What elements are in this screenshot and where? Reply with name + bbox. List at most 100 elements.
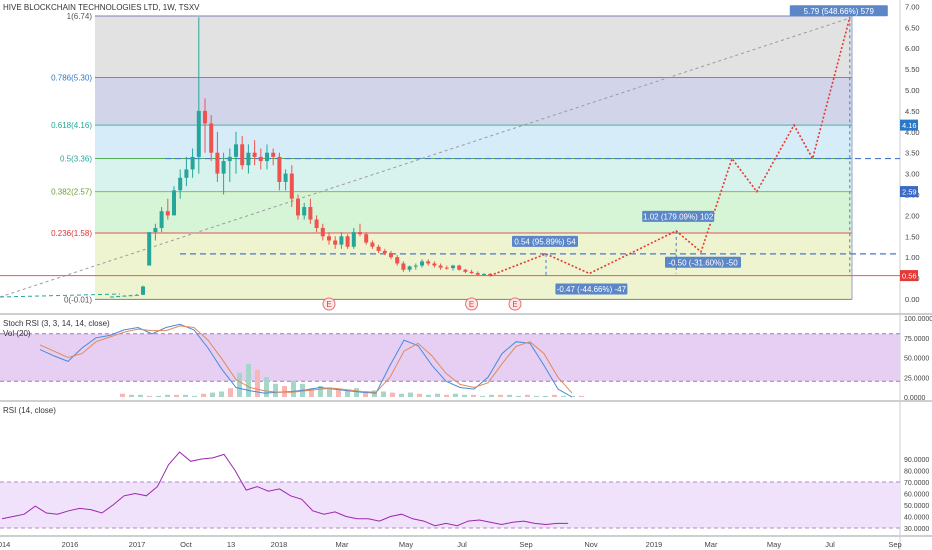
volume-bar — [237, 372, 242, 397]
candle-body — [116, 296, 121, 298]
volume-bar — [399, 393, 404, 397]
candle-body — [128, 295, 133, 297]
price-axis-tick: 4.00 — [905, 128, 920, 137]
candle-body — [308, 207, 313, 220]
time-axis-tick: Sep — [888, 540, 901, 549]
price-axis-tick: 4.50 — [905, 107, 920, 116]
earnings-marker — [322, 297, 336, 311]
volume-bar — [183, 394, 188, 397]
fib-level-label: 0.236(1.58) — [51, 229, 92, 238]
candle-body — [196, 110, 201, 157]
candle-body — [339, 236, 344, 245]
time-axis-tick: 2018 — [271, 540, 288, 549]
volume-bar — [210, 392, 215, 397]
volume-bar — [507, 394, 512, 397]
rsi-axis-tick: 80.0000 — [904, 469, 929, 476]
candle-body — [258, 156, 263, 162]
candle-body — [320, 227, 325, 237]
candle-body — [141, 286, 145, 295]
volume-bar — [264, 377, 269, 397]
candle-body — [463, 269, 468, 272]
candle-body — [358, 232, 362, 235]
fib-level-label: 0.5(3.36) — [60, 155, 92, 164]
time-axis-tick: 13 — [227, 540, 235, 549]
candle-body — [240, 144, 245, 166]
volume-bar — [255, 369, 260, 397]
volume-bar — [471, 394, 476, 397]
price-axis-tick: 7.00 — [905, 2, 920, 11]
volume-bar — [489, 394, 494, 397]
volume-bar — [417, 393, 422, 397]
price-axis-tick: 1.00 — [905, 253, 920, 262]
rsi-axis-tick: 60.0000 — [904, 492, 929, 499]
candle-body — [153, 227, 158, 233]
candle-body — [351, 232, 356, 247]
volume-bar — [129, 394, 134, 397]
stoch-axis-tick: 25.0000 — [904, 375, 929, 382]
rsi-axis-tick: 40.0000 — [904, 515, 929, 522]
volume-bar — [174, 394, 179, 397]
volume-bar — [156, 395, 161, 397]
volume-bar — [192, 395, 197, 397]
price-axis-tick: 1.50 — [905, 232, 920, 241]
measure-label-box — [665, 256, 741, 268]
measure-label-box — [512, 235, 578, 247]
candle-body — [401, 263, 406, 270]
candle-body — [475, 273, 480, 275]
time-axis-tick: May — [767, 540, 781, 549]
rsi-title: RSI (14, close) — [3, 406, 56, 415]
candle-body — [407, 266, 412, 270]
time-axis-tick: Nov — [584, 540, 598, 549]
volume-bar — [480, 395, 485, 397]
price-axis-badge-text: 0.56 — [902, 272, 917, 281]
measure-label-text: 1.02 (179.09%) 102 — [643, 212, 714, 221]
volume-bar — [318, 386, 323, 397]
candle-body — [110, 296, 114, 298]
volume-bar — [291, 380, 296, 397]
candle-body — [314, 219, 319, 228]
price-axis-tick: 3.50 — [905, 149, 920, 158]
fib-band-4 — [95, 158, 852, 192]
volume-bar — [570, 395, 575, 397]
candle-body — [457, 265, 462, 270]
candle-body — [333, 240, 338, 245]
time-axis-tick: Jul — [825, 540, 835, 549]
price-axis-tick: 0.00 — [905, 295, 920, 304]
volume-bar — [498, 394, 503, 397]
time-axis-tick: 2019 — [646, 540, 663, 549]
volume-bar — [525, 394, 530, 397]
time-axis-tick: 2017 — [129, 540, 146, 549]
volume-bar — [579, 395, 584, 397]
volume-bar — [561, 395, 566, 397]
candle-body — [382, 250, 387, 254]
volume-bar — [453, 393, 458, 397]
price-axis-tick: 5.00 — [905, 86, 920, 95]
stoch-axis-tick: 100.0000 — [904, 316, 932, 323]
candle-body — [252, 152, 257, 157]
time-axis-tick: Oct — [180, 540, 193, 549]
candle-body — [432, 263, 437, 266]
candle-body — [227, 156, 232, 162]
candle-body — [376, 246, 381, 251]
projection-path — [489, 17, 851, 277]
rsi-band — [0, 482, 900, 528]
volume-bar — [426, 394, 431, 397]
candle-body — [203, 110, 207, 124]
time-axis-tick: Jul — [457, 540, 467, 549]
volume-bar — [372, 390, 377, 397]
volume-bar — [354, 388, 359, 397]
candle-body — [364, 234, 369, 243]
candle-body — [172, 190, 176, 216]
fib-level-label: 0.382(2.57) — [51, 188, 92, 197]
stoch-line-D — [39, 325, 573, 394]
stoch-title: Stoch RSI (3, 3, 14, 14, close) — [3, 319, 110, 328]
volume-bar — [390, 392, 395, 397]
candle-body — [134, 294, 139, 296]
price-axis-tick: 5.50 — [905, 65, 920, 74]
stoch-band — [0, 333, 900, 382]
time-axis-tick: 2016 — [62, 540, 79, 549]
price-axis-badge — [900, 119, 918, 131]
measure-label-box — [642, 210, 715, 222]
chart-title: HIVE BLOCKCHAIN TECHNOLOGIES LTD, 1W, TS… — [3, 3, 200, 12]
